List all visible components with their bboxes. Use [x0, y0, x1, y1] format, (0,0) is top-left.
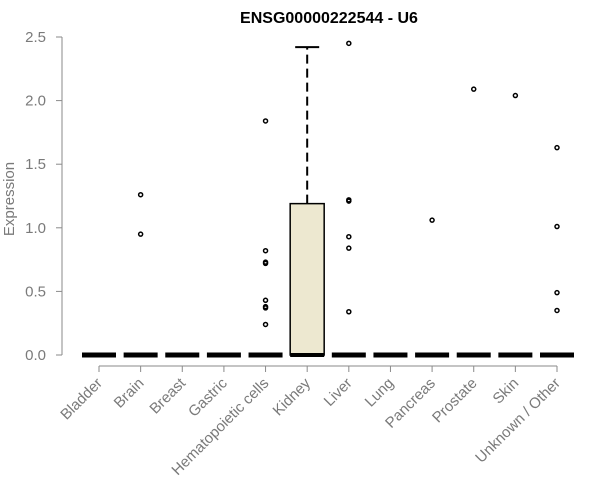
box-brain — [123, 191, 158, 358]
x-tick-label: Brain — [111, 375, 148, 412]
outlier-point — [262, 305, 269, 311]
outlier-point — [346, 309, 352, 315]
box-hematopoietic-cells — [248, 118, 283, 358]
y-tick-label: 0.0 — [25, 347, 46, 364]
box-skin — [498, 92, 533, 358]
outlier-point — [554, 289, 560, 296]
outlier-point — [262, 260, 269, 267]
x-tick-label: Prostate — [429, 375, 481, 427]
outlier-point — [262, 118, 269, 124]
box-liver — [331, 40, 366, 358]
x-tick-label: Liver — [321, 375, 356, 410]
x-tick-label: Bladder — [57, 375, 106, 424]
outlier-point — [137, 191, 144, 198]
box-pancreas — [415, 217, 450, 358]
outlier-point — [346, 40, 352, 47]
box-prostate — [456, 86, 491, 358]
outlier-point — [554, 223, 560, 230]
y-tick-label: 0.5 — [25, 283, 46, 300]
y-axis-label: Expression — [1, 162, 18, 236]
y-axis: 0.0 0.5 1.0 1.5 2.0 2.5 — [25, 29, 63, 364]
outlier-point — [346, 233, 352, 240]
y-tick-label: 2.0 — [25, 93, 46, 110]
box-unknown-other — [540, 144, 574, 358]
x-tick-label: Kidney — [270, 374, 315, 419]
outlier-point — [262, 321, 269, 328]
y-tick-label: 2.5 — [25, 29, 46, 46]
outlier-point — [554, 307, 560, 314]
box-iqr — [289, 202, 325, 356]
x-tick-label: Skin — [490, 375, 523, 408]
x-tick-label: Lung — [362, 375, 398, 411]
outlier-point — [262, 297, 269, 304]
outlier-point — [512, 92, 519, 99]
outlier-point — [429, 217, 435, 223]
y-tick-label: 1.5 — [25, 156, 46, 173]
outlier-point — [554, 144, 560, 151]
outlier-point — [470, 86, 477, 92]
chart-title: ENSG00000222544 - U6 — [240, 10, 418, 27]
plot-area — [82, 40, 574, 358]
box-kidney — [289, 46, 325, 357]
outlier-point — [346, 245, 352, 251]
outlier-point — [262, 247, 269, 254]
y-tick-label: 1.0 — [25, 220, 46, 237]
outlier-point — [137, 231, 144, 237]
x-tick-label: Breast — [146, 374, 189, 417]
outlier-point — [346, 198, 352, 204]
